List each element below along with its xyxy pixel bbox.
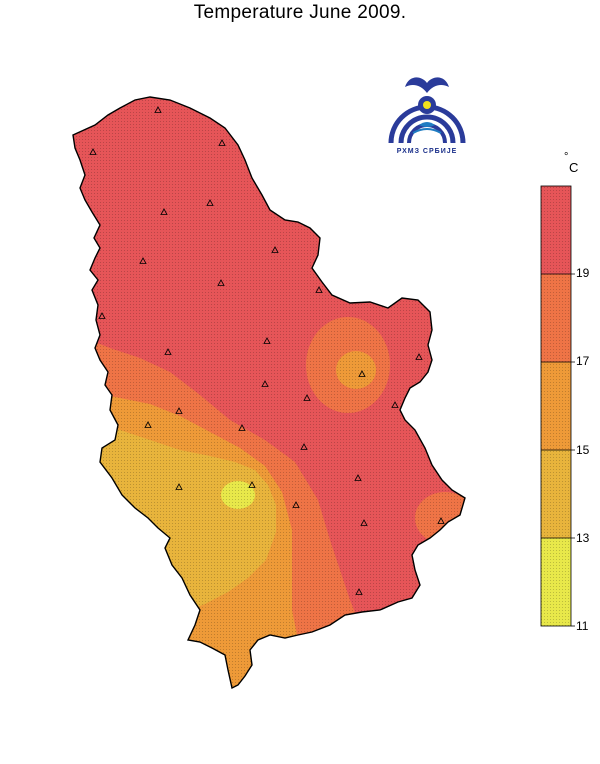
legend-label-11: 11 — [576, 619, 589, 633]
dot-texture — [73, 97, 465, 688]
legend-swatch-texture — [541, 186, 571, 274]
station-marker-icon — [261, 380, 269, 387]
legend-unit-text: C — [569, 160, 579, 175]
station-marker-icon — [358, 370, 366, 377]
station-marker-icon — [175, 483, 183, 490]
legend-label-17: 17 — [576, 354, 590, 368]
legend-label-13: 13 — [576, 531, 590, 545]
degree-symbol: ° — [564, 151, 569, 163]
station-marker-icon — [315, 286, 323, 293]
rhmz-logo — [388, 77, 466, 144]
station-marker-icon — [248, 481, 256, 488]
legend-swatch-texture — [541, 274, 571, 362]
legend-swatch-texture — [541, 362, 571, 450]
legend-label-15: 15 — [576, 443, 590, 457]
logo-text: РХМЗ СРБИЈЕ — [396, 148, 458, 155]
station-marker-icon — [89, 148, 97, 155]
station-marker-icon — [437, 517, 445, 524]
station-marker-icon — [263, 337, 271, 344]
temperature-zones — [73, 97, 465, 688]
station-marker-icon — [164, 348, 172, 355]
map-title: Temperature June 2009. — [193, 2, 407, 23]
station-marker-icon — [238, 424, 246, 431]
station-marker-icon — [154, 106, 162, 113]
legend-frame — [540, 185, 572, 627]
station-marker-icon — [391, 401, 399, 408]
station-marker-icon — [271, 246, 279, 253]
station-markers — [89, 106, 445, 595]
station-marker-icon — [415, 353, 423, 360]
station-marker-icon — [139, 257, 147, 264]
station-marker-icon — [206, 199, 214, 206]
station-marker-icon — [292, 501, 300, 508]
station-marker-icon — [300, 443, 308, 450]
station-marker-icon — [218, 139, 226, 146]
legend-swatch-texture — [541, 538, 571, 626]
station-marker-icon — [217, 279, 225, 286]
station-marker-icon — [160, 208, 168, 215]
station-marker-icon — [98, 312, 106, 319]
legend-label-19: 19 — [576, 266, 590, 280]
legend-colorbar — [540, 185, 575, 627]
legend-swatch-texture — [541, 450, 571, 538]
station-marker-icon — [355, 588, 363, 595]
legend-unit: ° C — [560, 151, 578, 174]
station-marker-icon — [303, 394, 311, 401]
station-marker-icon — [175, 407, 183, 414]
station-marker-icon — [360, 519, 368, 526]
station-marker-icon — [354, 474, 362, 481]
station-marker-icon — [144, 421, 152, 428]
